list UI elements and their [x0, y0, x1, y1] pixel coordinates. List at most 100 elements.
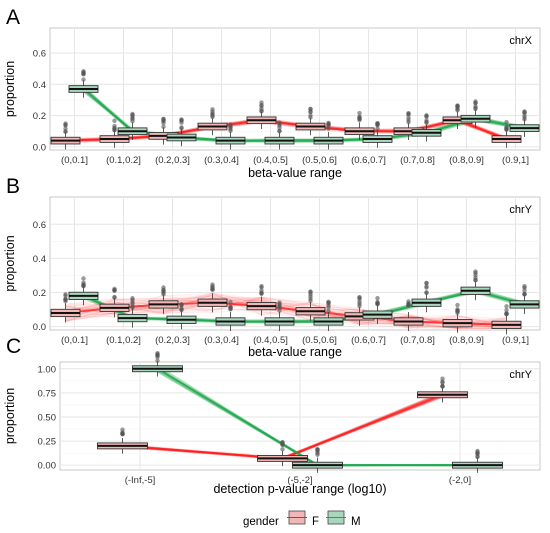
x-tick-label: (0.7,0.8] [400, 335, 435, 346]
box-f [417, 376, 468, 403]
x-tick-label: (0.1,0.2] [106, 335, 141, 346]
box-m [452, 448, 503, 473]
outlier-point [112, 288, 117, 293]
outlier-point [473, 100, 478, 105]
box-m [411, 113, 442, 142]
box-m [166, 301, 197, 330]
box-f [246, 284, 277, 316]
box-f [491, 119, 522, 148]
outlier-point [440, 380, 445, 385]
box-f [295, 289, 326, 321]
x-tick-label: (-2,0] [449, 475, 471, 486]
outlier-point [357, 303, 362, 309]
median-line-f [65, 119, 507, 142]
sample-line-f [65, 117, 507, 142]
sample-line-f [65, 296, 507, 327]
legend-title: gender [243, 516, 279, 528]
box-m [68, 276, 99, 306]
outlier-point [130, 113, 135, 119]
y-axis-title: proportion [3, 235, 17, 291]
outlier-point [120, 427, 125, 432]
outlier-point [455, 307, 460, 312]
box-f [97, 427, 148, 454]
outlier-point [522, 291, 527, 297]
outlier-point [308, 115, 313, 120]
outlier-point [63, 123, 68, 128]
y-axis-title: proportion [3, 388, 17, 444]
box-m [292, 447, 343, 473]
y-tick-label: 0.6 [33, 220, 46, 231]
median-line-m [83, 289, 525, 323]
box-m [215, 299, 246, 331]
x-tick-label: (0.9,1] [502, 155, 529, 166]
outlier-point [315, 451, 320, 456]
outlier-point [475, 453, 480, 459]
box-f [257, 439, 308, 467]
outlier-point [112, 127, 117, 133]
outlier-point [259, 103, 264, 109]
outlier-point [308, 109, 313, 114]
outlier-point [326, 308, 331, 314]
outlier-point [112, 118, 117, 123]
y-axis-title: proportion [3, 61, 17, 117]
sample-line-f [65, 293, 507, 329]
outlier-point [326, 126, 331, 131]
outlier-point [424, 290, 429, 296]
box-m [460, 269, 491, 301]
panel-a: chrX 0.0 0.2 0.4 0.6 (0,0.1] (0.1,0.2] (0.2,0.3… [3, 27, 541, 180]
outlier-point [210, 287, 215, 292]
outlier-point [179, 301, 184, 307]
x-tick-label: (0.4,0.5] [253, 155, 288, 166]
outlier-point [504, 127, 509, 133]
x-axis-title: beta-value range [248, 345, 342, 359]
outlier-point [161, 116, 166, 122]
outlier-point [315, 447, 320, 452]
y-tick-label: 1.00 [38, 364, 57, 375]
outlier-point [326, 301, 331, 306]
outlier-point [424, 285, 429, 290]
outlier-point [504, 119, 509, 125]
sample-line-f [65, 297, 507, 329]
outlier-point [63, 299, 68, 304]
outlier-point [357, 110, 362, 116]
outlier-point [375, 122, 380, 127]
box-m [411, 280, 442, 313]
sample-line-f [65, 297, 507, 322]
outlier-point [375, 302, 380, 307]
outlier-point [161, 288, 166, 293]
outlier-point [473, 106, 478, 112]
outlier-point [440, 376, 445, 381]
panel-c: chrY 0.00 0.25 0.50 0.75 1.00 (-Inf,-5] (-5,-2]… [3, 350, 541, 496]
sample-line-f [65, 298, 507, 325]
x-tick-label: (-Inf,-5] [125, 475, 156, 486]
box-m [264, 120, 295, 150]
panel-letter-b: B [6, 175, 20, 198]
legend-label-m: M [351, 516, 361, 528]
x-tick-label: (0.8,0.9] [449, 155, 484, 166]
y-tick-label: 0.4 [33, 254, 46, 265]
box-m [362, 121, 393, 148]
outlier-point [259, 284, 264, 289]
outlier-point [504, 304, 509, 309]
sample-line-f [65, 297, 507, 329]
box-f [491, 304, 522, 335]
outlier-point [406, 301, 411, 307]
sample-line-f [65, 298, 507, 327]
sample-line-f [65, 297, 507, 329]
outlier-point [259, 288, 264, 293]
box-m [117, 295, 148, 328]
x-tick-label: (0.8,0.9] [449, 335, 484, 346]
outlier-point [81, 72, 86, 77]
box-f [99, 286, 130, 318]
outlier-point [406, 111, 411, 117]
y-tick-label: 0.2 [33, 288, 46, 299]
box-m [313, 299, 344, 331]
outlier-point [375, 295, 380, 301]
outlier-point [280, 439, 285, 445]
box-m [264, 300, 295, 331]
outlier-point [228, 123, 233, 128]
outlier-point [161, 124, 166, 130]
box-f [442, 302, 473, 333]
x-tick-label: (0.4,0.5] [253, 335, 288, 346]
